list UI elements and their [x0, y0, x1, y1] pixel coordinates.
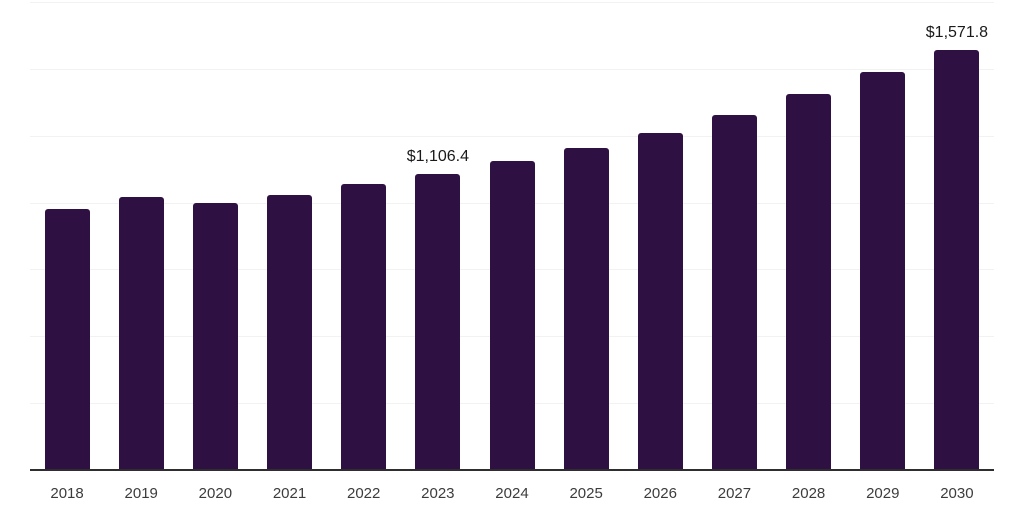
data-label-2030: $1,571.8	[925, 23, 989, 41]
x-tick-2018: 2018	[50, 485, 84, 502]
x-tick-2019: 2019	[124, 485, 158, 502]
x-tick-2027: 2027	[717, 485, 752, 502]
bar-2024	[489, 161, 535, 470]
x-tick-2024: 2024	[495, 485, 529, 502]
bar-2021	[267, 194, 313, 470]
x-tick-2026: 2026	[643, 485, 677, 502]
bar-2026	[637, 133, 683, 470]
x-tick-2022: 2022	[346, 485, 381, 502]
x-tick-2020: 2020	[198, 485, 233, 502]
bar-2022	[341, 184, 387, 470]
bar-2029	[860, 71, 906, 470]
gridline-1250	[30, 135, 994, 137]
x-tick-2023: 2023	[421, 485, 455, 502]
bar-2023	[415, 174, 461, 470]
bar-2018	[44, 208, 90, 470]
data-label-2023: $1,106.4	[406, 148, 469, 166]
gridline-1500	[30, 68, 994, 70]
x-tick-2021: 2021	[272, 485, 307, 502]
x-tick-2028: 2028	[791, 485, 826, 502]
bar-2020	[192, 202, 238, 470]
bar-2027	[711, 115, 757, 470]
bar-2019	[118, 196, 164, 470]
x-tick-2029: 2029	[866, 485, 900, 502]
x-tick-2030: 2030	[940, 485, 974, 502]
gridline-1750	[30, 2, 994, 3]
bar-2025	[563, 148, 609, 470]
x-tick-2025: 2025	[569, 485, 603, 502]
x-axis-line	[30, 469, 994, 471]
bar-2028	[786, 93, 832, 470]
bar-2030	[934, 49, 980, 470]
